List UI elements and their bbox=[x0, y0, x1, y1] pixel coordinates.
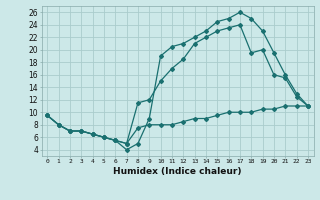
X-axis label: Humidex (Indice chaleur): Humidex (Indice chaleur) bbox=[113, 167, 242, 176]
